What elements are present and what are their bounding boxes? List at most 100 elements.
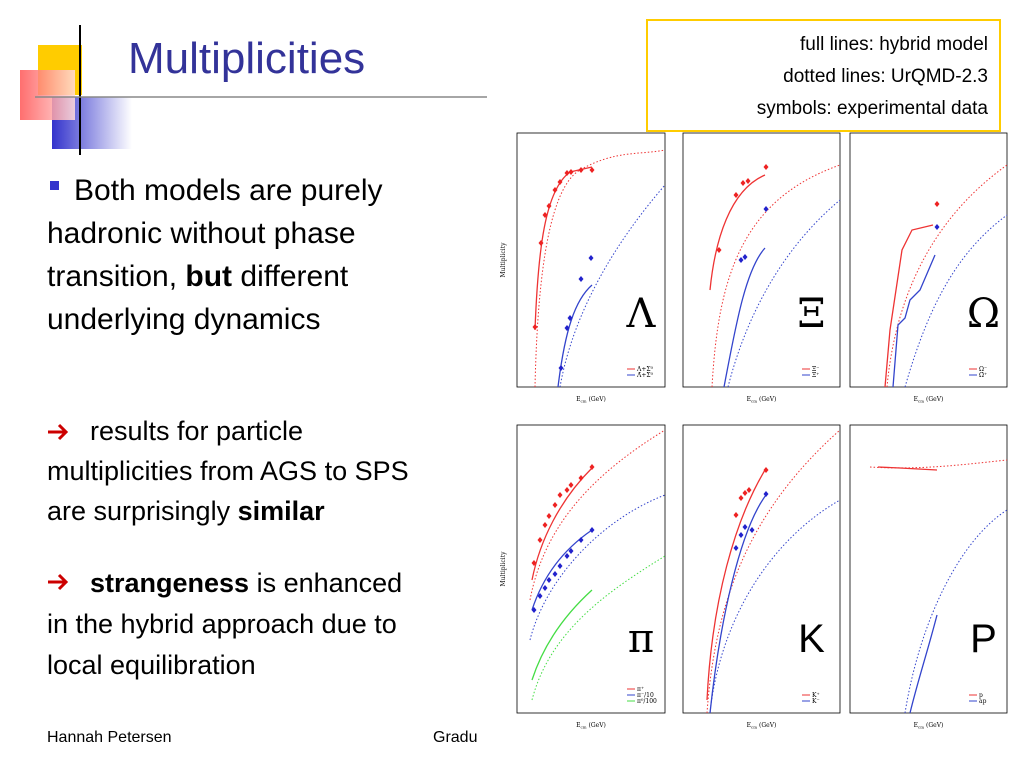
x-label-sub: cm — [580, 399, 586, 404]
curve — [706, 469, 766, 701]
text-line: local equilibration — [47, 650, 256, 680]
text-line: transition, but different — [47, 260, 349, 293]
legend-label: π⁻/10 — [637, 692, 654, 699]
data-point — [578, 167, 584, 173]
legend-line: full lines: hybrid model — [800, 34, 988, 55]
curve — [534, 166, 593, 331]
data-point — [542, 212, 548, 218]
curve — [884, 224, 934, 388]
data-point — [763, 467, 769, 473]
data-point — [588, 255, 594, 261]
text-run: strangeness — [90, 568, 249, 598]
x-label-symbol: E — [576, 396, 580, 403]
bullet-square — [50, 181, 59, 190]
data-point — [733, 545, 739, 551]
text-run: transition, — [47, 260, 185, 293]
panel-symbol: Ξ — [797, 291, 825, 337]
text-line: hadronic without phase — [47, 217, 356, 250]
curve — [909, 614, 938, 714]
data-point — [564, 487, 570, 493]
x-label-unit: (GeV) — [759, 396, 776, 403]
data-point — [557, 179, 563, 185]
curve — [559, 184, 666, 388]
text-run: results for particle — [90, 416, 303, 446]
text-run: different — [232, 260, 349, 293]
text-line: Both models are purely — [74, 174, 383, 207]
data-point — [557, 563, 563, 569]
legend-label: Ω⁻ — [979, 366, 987, 373]
data-point — [749, 527, 755, 533]
text-run: is enhanced — [249, 568, 402, 598]
data-point — [733, 192, 739, 198]
legend-label: Ω̄⁺ — [979, 372, 987, 379]
panel-frame — [849, 424, 1008, 714]
data-point — [537, 537, 543, 543]
legend-label: Λ̄+Σ̄⁰ — [636, 372, 654, 379]
data-point — [552, 187, 558, 193]
x-label-symbol: E — [914, 722, 918, 729]
data-point — [733, 512, 739, 518]
data-point — [532, 324, 538, 330]
panel-frame — [682, 424, 841, 714]
data-point — [546, 513, 552, 519]
curve — [534, 149, 666, 388]
panel-symbol: Λ — [626, 291, 657, 337]
legend-label: Ξ⁻ — [812, 366, 819, 373]
data-point — [531, 607, 537, 613]
logo-red — [20, 70, 75, 120]
body-text: Both models are purely hadronic without p… — [47, 174, 409, 680]
text-run: are surprisingly — [47, 496, 238, 526]
data-point — [568, 548, 574, 554]
x-label-symbol: E — [914, 396, 918, 403]
data-point — [567, 315, 573, 321]
x-axis-label: Ecm (GeV) — [914, 722, 944, 730]
curve — [709, 174, 766, 291]
footer-event: Gradu — [433, 729, 477, 746]
curve — [531, 529, 593, 611]
panel-frame — [682, 132, 841, 388]
data-point — [558, 365, 564, 371]
text-line: strangeness is enhanced — [90, 568, 402, 598]
text-run: Both models are purely — [74, 174, 383, 207]
x-label-unit: (GeV) — [926, 396, 943, 403]
data-point — [589, 527, 595, 533]
data-point — [742, 254, 748, 260]
data-point — [934, 201, 940, 207]
curve — [531, 589, 593, 681]
legend-label: K⁺ — [812, 692, 820, 699]
data-point — [568, 482, 574, 488]
data-point — [745, 178, 751, 184]
data-point — [564, 170, 570, 176]
curve — [723, 247, 766, 388]
data-point — [537, 593, 543, 599]
data-point — [738, 532, 744, 538]
x-axis-label: Ecm (GeV) — [747, 396, 777, 404]
x-label-unit: (GeV) — [589, 722, 606, 729]
data-point — [578, 475, 584, 481]
curve — [709, 499, 841, 714]
data-point — [738, 257, 744, 263]
data-point — [546, 203, 552, 209]
data-point — [934, 224, 940, 230]
data-point — [763, 164, 769, 170]
legend-label: p — [979, 692, 983, 699]
data-point — [546, 577, 552, 583]
data-point — [564, 325, 570, 331]
x-label-symbol: E — [747, 396, 751, 403]
panel-symbol: Ω — [967, 291, 1000, 337]
text-line: results for particle — [90, 416, 303, 446]
x-label-sub: cm — [918, 725, 924, 730]
text-run: in the hybrid approach due to — [47, 609, 397, 639]
x-label-symbol: E — [747, 722, 751, 729]
data-point — [578, 276, 584, 282]
text-run: underlying dynamics — [47, 303, 320, 336]
curve — [709, 494, 767, 714]
x-axis-label: Ecm (GeV) — [576, 722, 606, 730]
data-point — [589, 464, 595, 470]
panel-frame — [516, 424, 666, 714]
text-run: multiplicities from AGS to SPS — [47, 456, 409, 486]
legend-label: K⁻ — [812, 698, 820, 705]
